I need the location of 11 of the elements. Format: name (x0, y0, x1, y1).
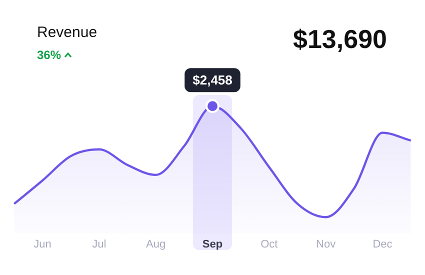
x-tick-label: Dec (372, 238, 393, 250)
annotation: $2,458 (192, 72, 232, 88)
chart-subtitle: 36% (37, 48, 62, 62)
text: $13,690 (293, 24, 387, 55)
x-tick-label: Aug (146, 238, 166, 250)
x-tick-label: Oct (260, 238, 278, 250)
x-tick-label: Sep (202, 238, 223, 250)
x-tick-label: Jun (34, 238, 52, 250)
x-tick-label: Jul (92, 238, 106, 250)
x-tick-label: Nov (316, 238, 336, 250)
chart-title: Revenue (37, 24, 98, 41)
